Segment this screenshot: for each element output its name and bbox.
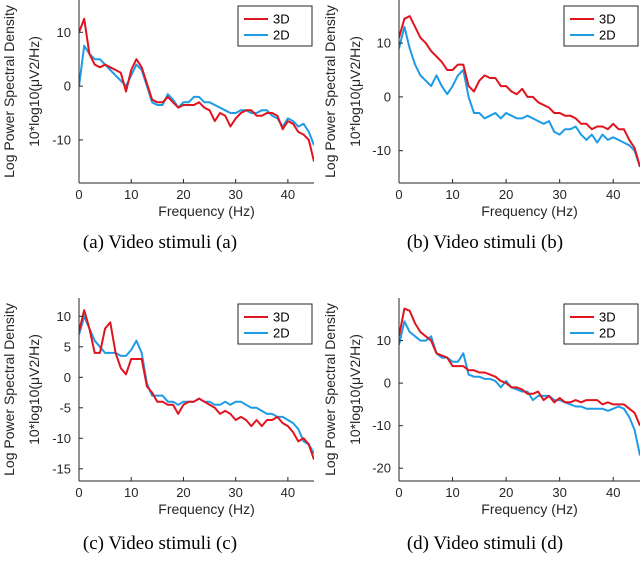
subplot-b: 0 10 20 30 40 -10 0 10 Frequency (Hz) Log Power S… <box>322 0 640 253</box>
y-tick-label: 10 <box>377 333 391 348</box>
y-tick-label: -10 <box>372 143 391 158</box>
series-line-3d <box>79 17 314 162</box>
x-tick-label: 20 <box>176 485 190 500</box>
x-tick-label: 0 <box>75 485 82 500</box>
series-line-2d <box>79 44 314 146</box>
y-tick-label: 0 <box>64 79 71 94</box>
y-tick-label: -10 <box>52 132 71 147</box>
series-line-2d <box>399 25 640 168</box>
subplot-d: 0 10 20 30 40 -20 -10 0 10 Frequency (Hz) Log Powe… <box>322 298 640 554</box>
x-tick-label: 0 <box>395 187 402 202</box>
legend-label-3d: 3D <box>599 310 616 325</box>
figure-caption: (b) Video stimuli (b) <box>407 232 563 253</box>
y-tick-label: -15 <box>52 461 71 476</box>
x-axis-label: Frequency (Hz) <box>158 203 254 219</box>
x-tick-label: 10 <box>124 187 138 202</box>
legend-label-2d: 2D <box>599 326 616 341</box>
y-tick-label: -10 <box>52 431 71 446</box>
y-axis-unit-label: 10*log10(μV2/Hz) <box>26 334 42 445</box>
x-tick-label: 40 <box>281 485 295 500</box>
x-tick-label: 0 <box>75 187 82 202</box>
y-tick-label: 10 <box>57 25 71 40</box>
y-axis-label: Log Power Spectral Density <box>1 303 17 476</box>
x-tick-label: 30 <box>228 485 242 500</box>
x-tick-label: 40 <box>281 187 295 202</box>
legend-box <box>563 303 639 345</box>
x-tick-label: 20 <box>499 187 513 202</box>
series-line-3d <box>399 15 640 168</box>
figure-caption: (c) Video stimuli (c) <box>83 533 237 554</box>
x-axis-label: Frequency (Hz) <box>481 203 577 219</box>
x-tick-label: 0 <box>395 485 402 500</box>
legend-label-2d: 2D <box>273 28 290 43</box>
y-tick-label: 0 <box>384 89 391 104</box>
series-line-3d <box>79 309 314 460</box>
y-axis-label: Log Power Spectral Density <box>322 303 338 476</box>
x-tick-label: 30 <box>228 187 242 202</box>
subplot-c: 0 10 20 30 40 -15 -10 -5 0 5 10 Frequency (Hz) Log P… <box>1 298 314 554</box>
legend-box <box>237 5 313 47</box>
legend-label-3d: 3D <box>273 12 290 27</box>
x-tick-label: 10 <box>124 485 138 500</box>
y-axis-label: Log Power Spectral Density <box>1 5 17 178</box>
x-tick-label: 30 <box>552 187 566 202</box>
y-tick-label: 10 <box>57 309 71 324</box>
y-axis-unit-label: 10*log10(μV2/Hz) <box>347 36 363 147</box>
y-tick-label: -5 <box>59 400 71 415</box>
y-tick-label: 5 <box>64 339 71 354</box>
legend-label-2d: 2D <box>599 28 616 43</box>
x-axis-label: Frequency (Hz) <box>481 501 577 517</box>
y-tick-label: 10 <box>377 36 391 51</box>
y-tick-label: 0 <box>64 370 71 385</box>
legend-label-3d: 3D <box>599 12 616 27</box>
legend-label-3d: 3D <box>273 310 290 325</box>
y-axis-unit-label: 10*log10(μV2/Hz) <box>347 334 363 445</box>
legend-box <box>237 303 313 345</box>
x-tick-label: 20 <box>499 485 513 500</box>
x-axis-label: Frequency (Hz) <box>158 501 254 517</box>
x-tick-label: 40 <box>606 485 620 500</box>
y-tick-label: -10 <box>372 418 391 433</box>
legend-label-2d: 2D <box>273 326 290 341</box>
legend-box <box>563 5 639 47</box>
x-tick-label: 10 <box>445 187 459 202</box>
x-tick-label: 20 <box>176 187 190 202</box>
y-tick-label: -20 <box>372 461 391 476</box>
y-axis-label: Log Power Spectral Density <box>322 5 338 178</box>
x-tick-label: 40 <box>606 187 620 202</box>
x-tick-label: 10 <box>445 485 459 500</box>
figure-caption: (d) Video stimuli (d) <box>407 533 563 554</box>
series-line-3d <box>399 307 640 427</box>
y-axis-unit-label: 10*log10(μV2/Hz) <box>26 36 42 147</box>
y-tick-label: 0 <box>384 376 391 391</box>
subplot-a: 0 10 20 30 40 -10 0 10 Frequency (Hz) Log Power S… <box>1 0 314 253</box>
x-tick-label: 30 <box>552 485 566 500</box>
figure-caption: (a) Video stimuli (a) <box>83 232 237 253</box>
